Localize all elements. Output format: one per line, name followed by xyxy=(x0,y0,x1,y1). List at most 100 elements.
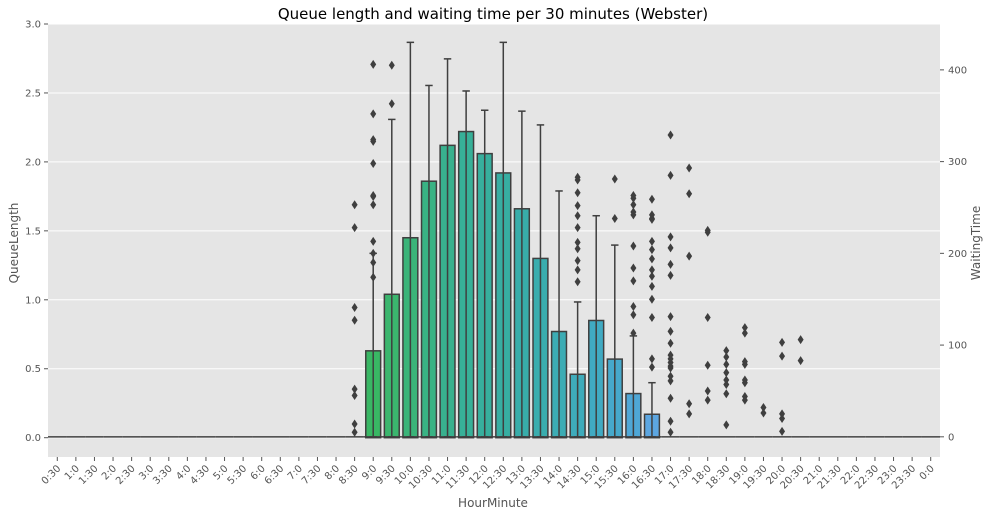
outlier-point xyxy=(723,346,730,356)
outlier-point xyxy=(648,294,655,304)
plot-area xyxy=(48,24,940,457)
outlier-point xyxy=(779,409,786,419)
x-tick-label: 4:30 xyxy=(188,463,212,487)
outlier-point xyxy=(741,357,748,367)
outlier-point xyxy=(351,200,358,210)
outlier-point xyxy=(574,172,581,182)
outlier-point xyxy=(667,312,674,322)
outlier-point xyxy=(723,375,730,385)
outlier-point xyxy=(388,60,395,70)
y2-axis-label: WaitingTime xyxy=(969,206,983,280)
outlier-point xyxy=(351,302,358,312)
outlier-point xyxy=(667,130,674,140)
outlier-point xyxy=(667,232,674,242)
outlier-point xyxy=(648,362,655,372)
outlier-point xyxy=(370,236,377,246)
outlier-point xyxy=(779,426,786,436)
outlier-point xyxy=(370,258,377,268)
x-tick-label: 6:30 xyxy=(263,463,287,487)
outlier-point xyxy=(630,310,637,320)
outlier-point xyxy=(667,170,674,180)
outlier-point xyxy=(630,207,637,217)
outlier-point xyxy=(648,210,655,220)
outlier-point xyxy=(630,276,637,286)
outlier-point xyxy=(704,360,711,370)
outlier-point xyxy=(351,315,358,325)
outlier-point xyxy=(574,277,581,287)
outlier-point xyxy=(611,174,618,184)
outlier-point xyxy=(630,191,637,201)
outlier-point xyxy=(574,256,581,266)
outlier-point xyxy=(667,338,674,348)
x-tick-label: 3:30 xyxy=(151,463,175,487)
outlier-point xyxy=(648,236,655,246)
x-axis-ticks: 0:30 1:01:30 2:02:30 3:03:30 4:04:30 5:05:30 6… xyxy=(40,457,937,492)
outlier-point xyxy=(760,408,767,418)
outlier-point xyxy=(741,323,748,333)
y-tick-label: 1.5 xyxy=(25,226,41,237)
outlier-point xyxy=(574,244,581,254)
outlier-point xyxy=(574,223,581,233)
x-tick-label: 7:30 xyxy=(300,463,324,487)
outlier-point xyxy=(667,259,674,269)
y-tick-label: 1.0 xyxy=(25,295,41,306)
y-tick-label: 2.0 xyxy=(25,157,41,168)
outlier-point xyxy=(667,326,674,336)
outlier-point xyxy=(741,328,748,338)
outlier-point xyxy=(630,302,637,312)
outlier-point xyxy=(686,163,693,173)
outlier-point xyxy=(648,254,655,264)
outlier-point xyxy=(704,386,711,396)
outlier-point xyxy=(760,402,767,412)
outlier-point xyxy=(370,59,377,69)
y-axis-label: QueueLength xyxy=(7,203,21,284)
chart-title: Queue length and waiting time per 30 min… xyxy=(278,5,708,23)
outlier-point xyxy=(704,395,711,405)
outlier-point xyxy=(779,351,786,361)
outlier-point xyxy=(648,313,655,323)
outlier-point xyxy=(704,225,711,235)
outlier-point xyxy=(667,270,674,280)
outlier-point xyxy=(797,335,804,345)
outlier-point xyxy=(686,409,693,419)
x-tick-label: 5:30 xyxy=(226,463,250,487)
outlier-point xyxy=(667,376,674,386)
x-tick-label: 8:30 xyxy=(337,463,361,487)
y2-tick-label: 300 xyxy=(948,157,967,168)
outlier-point xyxy=(370,248,377,258)
x-tick-label: 0:30 xyxy=(40,463,64,487)
outlier-point xyxy=(686,189,693,199)
boxplot-layer xyxy=(48,41,940,438)
outlier-point xyxy=(370,135,377,145)
outlier-point xyxy=(370,272,377,282)
outlier-point xyxy=(574,188,581,198)
outlier-point xyxy=(648,271,655,281)
outlier-point xyxy=(574,211,581,221)
y-tick-label: 2.5 xyxy=(25,88,41,99)
outlier-point xyxy=(723,420,730,430)
outlier-point xyxy=(351,419,358,429)
outlier-point xyxy=(686,251,693,261)
outlier-point xyxy=(779,413,786,423)
y-tick-label: 0.0 xyxy=(25,433,41,444)
outlier-point xyxy=(797,356,804,366)
outlier-point xyxy=(667,416,674,426)
outlier-point xyxy=(648,245,655,255)
outlier-point xyxy=(370,200,377,210)
outlier-point xyxy=(667,350,674,360)
outlier-point xyxy=(648,265,655,275)
outlier-point xyxy=(779,337,786,347)
outlier-point xyxy=(574,201,581,211)
outlier-point xyxy=(648,194,655,204)
y-tick-label: 0.5 xyxy=(25,364,41,375)
outlier-point xyxy=(723,389,730,399)
outlier-point xyxy=(574,237,581,247)
outlier-point xyxy=(351,223,358,233)
outlier-point xyxy=(630,241,637,251)
outlier-point xyxy=(648,214,655,224)
outlier-point xyxy=(351,427,358,437)
x-axis-label: HourMinute xyxy=(458,496,528,510)
x-tick-label: 1:30 xyxy=(77,463,101,487)
